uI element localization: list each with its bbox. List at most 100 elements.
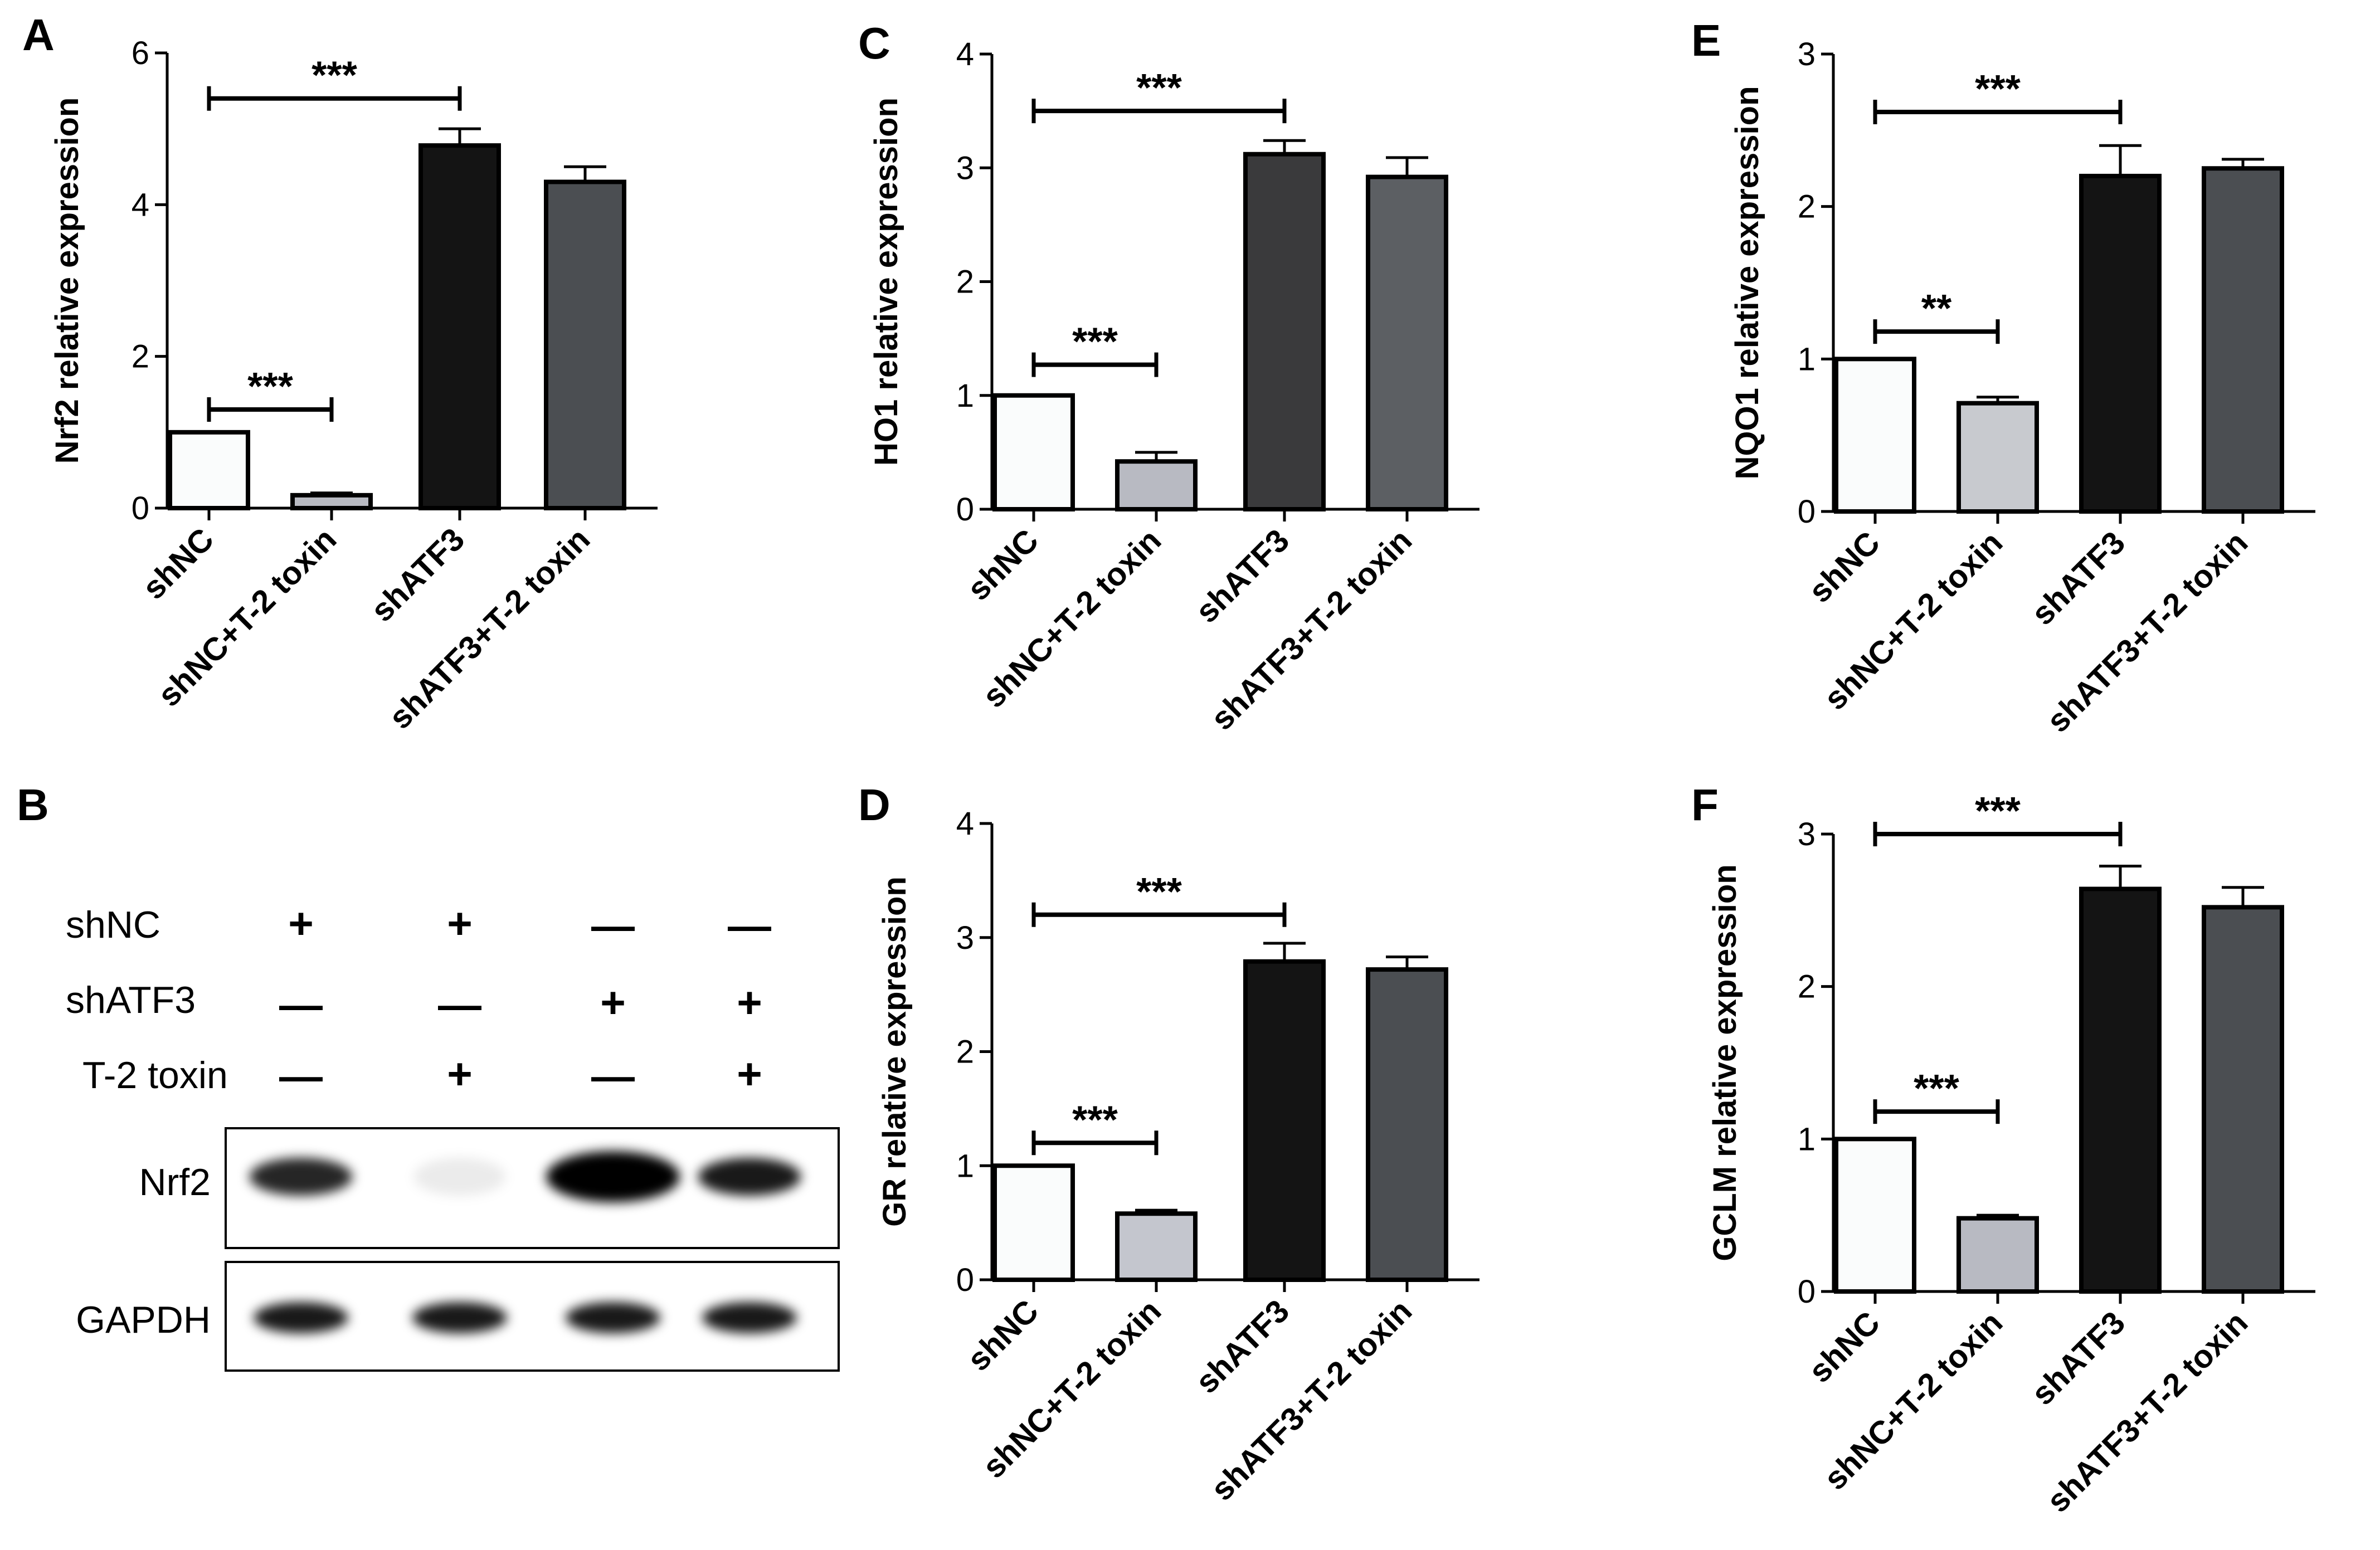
category-label: shNC	[1802, 1304, 1887, 1390]
category-label: shATF3	[364, 521, 471, 628]
category-label: shATF3	[1189, 522, 1296, 630]
wb-row-label-shNC: shNC	[66, 904, 160, 946]
panel-label-D: D	[858, 780, 890, 830]
bar-2	[1956, 401, 2039, 514]
y-tick-label: 0	[956, 1262, 974, 1298]
significance-label: ***	[1975, 789, 2021, 832]
y-tick-label: 1	[956, 1148, 974, 1184]
panel-label-B: B	[17, 780, 49, 830]
y-axis-label: GCLM relative expression	[1707, 864, 1743, 1261]
bar-1	[1834, 1137, 1916, 1294]
significance-label: ***	[1072, 1098, 1118, 1141]
y-tick-label: 1	[1798, 341, 1816, 377]
bar-4	[2202, 166, 2284, 514]
wb-sign: +	[447, 1049, 473, 1098]
category-label: shNC	[135, 521, 221, 606]
category-label: shNC	[960, 1293, 1045, 1378]
significance-label: ***	[1136, 870, 1182, 913]
category-label: shATF3	[1189, 1293, 1296, 1400]
y-tick-label: 4	[132, 187, 149, 223]
bar-2	[1115, 459, 1198, 512]
y-axis-label: NQO1 relative expression	[1729, 86, 1765, 480]
category-label: shATF3+T-2 toxin	[2040, 1304, 2255, 1519]
bar-3	[418, 143, 501, 510]
y-tick-label: 0	[956, 491, 974, 528]
y-tick-label: 0	[1798, 494, 1816, 530]
wb-sign: —	[591, 901, 635, 950]
y-tick-label: 3	[1798, 36, 1816, 72]
bar-3	[1243, 959, 1326, 1283]
y-tick-label: 2	[1798, 189, 1816, 225]
significance-label: **	[1921, 286, 1952, 330]
significance-label: ***	[1136, 66, 1182, 109]
y-tick-label: 1	[956, 378, 974, 414]
category-label: shNC	[1802, 524, 1887, 610]
wb-row-label-shATF3: shATF3	[66, 979, 196, 1021]
bar-3	[2079, 173, 2162, 514]
significance-label: ***	[247, 364, 293, 408]
bar-4	[544, 179, 626, 510]
significance-label: ***	[1072, 320, 1118, 363]
wb-row-label-T2-toxin: T-2 toxin	[82, 1054, 228, 1096]
category-label: shATF3+T-2 toxin	[2040, 524, 2255, 739]
y-tick-label: 3	[956, 920, 974, 956]
wb-sign: —	[591, 1051, 635, 1100]
y-tick-label: 3	[956, 150, 974, 186]
bar-3	[2079, 886, 2162, 1294]
y-tick-label: 2	[1798, 969, 1816, 1005]
wb-sign: +	[447, 899, 473, 948]
wb-band	[566, 1302, 660, 1333]
bar-1	[992, 393, 1075, 511]
y-axis-label: HO1 relative expression	[868, 98, 904, 466]
wb-sign: —	[279, 1051, 323, 1100]
wb-band	[698, 1158, 801, 1196]
bar-2	[290, 493, 373, 511]
panel-label-C: C	[858, 18, 890, 68]
significance-label: ***	[1975, 67, 2021, 110]
panel-label-F: F	[1691, 780, 1719, 830]
y-tick-label: 2	[132, 339, 149, 375]
category-label: shATF3	[2024, 524, 2132, 632]
wb-sign: —	[279, 980, 323, 1029]
significance-label: ***	[1914, 1066, 1959, 1110]
wb-sign: +	[600, 978, 626, 1027]
wb-sign: —	[728, 901, 771, 950]
bar-3	[1243, 152, 1326, 511]
y-axis-label: GR relative expression	[877, 876, 913, 1227]
y-tick-label: 1	[1798, 1121, 1816, 1157]
wb-sign: +	[737, 1049, 762, 1098]
wb-blot-label-nrf2: Nrf2	[139, 1161, 211, 1203]
wb-band	[546, 1151, 680, 1202]
y-tick-label: 6	[132, 35, 149, 71]
wb-sign: +	[737, 978, 762, 1027]
bar-1	[168, 430, 250, 510]
wb-band	[413, 1158, 506, 1196]
wb-sign: —	[438, 980, 481, 1029]
panel-label-E: E	[1691, 16, 1721, 65]
significance-label: ***	[312, 53, 357, 97]
y-tick-label: 2	[956, 1034, 974, 1070]
category-label: shATF3+T-2 toxin	[1204, 1293, 1419, 1508]
y-tick-label: 2	[956, 264, 974, 300]
wb-band	[254, 1302, 348, 1333]
category-label: shATF3	[2024, 1304, 2132, 1412]
wb-band	[249, 1158, 353, 1196]
y-tick-label: 0	[1798, 1274, 1816, 1310]
bar-4	[1366, 967, 1448, 1282]
western-blot-panel: B shNC shATF3 T-2 toxin Nrf2 GAPDH + + — — —…	[17, 780, 840, 1372]
wb-blot-label-gapdh: GAPDH	[76, 1299, 211, 1341]
bar-4	[2202, 905, 2284, 1294]
bar-2	[1115, 1211, 1198, 1283]
y-tick-label: 3	[1798, 816, 1816, 852]
y-tick-label: 4	[956, 36, 974, 72]
bar-4	[1366, 174, 1448, 511]
wb-band	[412, 1302, 507, 1333]
panel-label-A: A	[22, 10, 55, 60]
bar-1	[1834, 357, 1916, 514]
wb-signs-and-bands: + + — — — — + + — + — +	[249, 899, 801, 1333]
